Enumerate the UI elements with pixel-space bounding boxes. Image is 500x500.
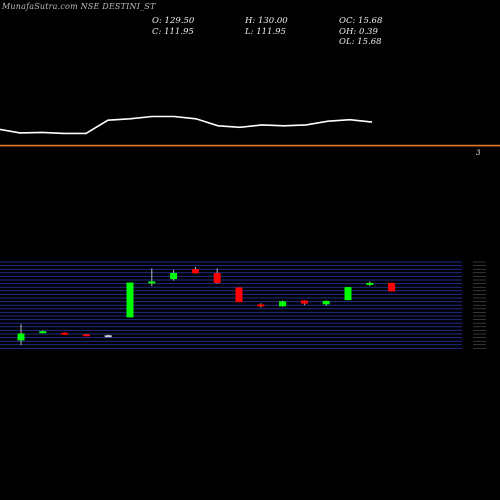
candle-body <box>170 273 178 280</box>
candle-body <box>300 300 308 304</box>
low-value: L: 111.95 <box>245 26 286 37</box>
candle-body <box>279 301 287 307</box>
oscillator-line <box>0 115 373 135</box>
candle-body <box>322 300 330 305</box>
oh-value: OH: 0.39 <box>339 26 378 37</box>
candle-body <box>39 331 47 334</box>
candle-body <box>366 282 374 285</box>
ohlc-col-1: O: 129.50 C: 111.95 <box>152 16 194 37</box>
candle-body <box>235 287 243 303</box>
open-value: O: 129.50 <box>152 16 195 26</box>
oscillator-level-label: 3 <box>476 149 481 157</box>
oc-value: OC: 15.68 <box>339 16 383 26</box>
candle-body <box>388 282 396 292</box>
candle-body <box>61 332 69 335</box>
candle-body <box>82 334 90 337</box>
chart-title: MunafaSutra.com NSE DESTINI_ST <box>2 2 156 11</box>
candle-body <box>126 282 134 318</box>
high-value: H: 130.00 <box>245 16 288 26</box>
candle-body <box>213 273 221 283</box>
ohlc-col-3: OC: 15.68 OH: 0.39 OL: 15.68 <box>339 16 382 48</box>
ol-value: OL: 15.68 <box>339 37 382 47</box>
candle-body <box>104 335 112 338</box>
ohlc-col-2: H: 130.00 L: 111.95 <box>245 16 288 37</box>
oscillator-panel <box>0 115 500 147</box>
candle-body <box>148 281 156 284</box>
close-value: C: 111.95 <box>152 26 194 37</box>
candle-body <box>344 287 352 301</box>
candlestick-panel <box>17 266 396 345</box>
candle-body <box>257 304 265 307</box>
price-gridlines <box>0 261 486 349</box>
candle-body <box>191 269 199 274</box>
candle-body <box>17 333 25 341</box>
